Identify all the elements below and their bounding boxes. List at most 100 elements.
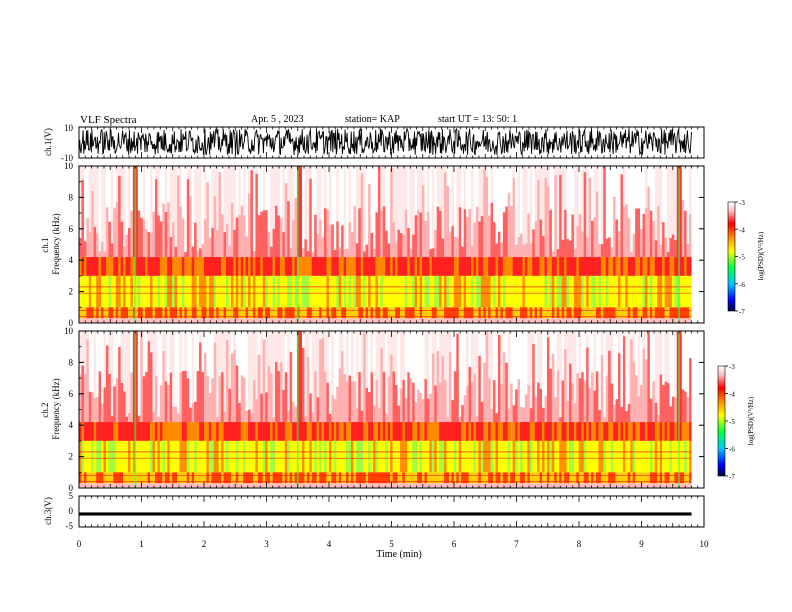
spectrogram-cell — [150, 472, 153, 484]
spectrogram-cell — [101, 318, 104, 323]
spectrogram-cell — [316, 422, 320, 441]
spectrogram-cell — [510, 166, 513, 206]
spectrogram-cell — [125, 422, 129, 441]
spectrogram-cell — [549, 209, 553, 258]
spectrogram-cell — [343, 275, 347, 308]
spectrogram-cell — [544, 257, 548, 276]
spectrogram-cell — [169, 331, 173, 373]
spectrogram-cell — [441, 307, 445, 319]
spectrogram-cell — [546, 483, 550, 488]
spectrogram-cell — [544, 472, 548, 484]
spectrogram-cell — [355, 331, 359, 409]
spectrogram-cell — [387, 483, 391, 488]
spectrogram-cell — [537, 472, 540, 484]
ch2-spectrogram-ylabel: ch.2 Frequency (kHz) — [40, 378, 61, 439]
spectrogram-cell — [409, 248, 413, 258]
spectrogram-cell — [341, 351, 344, 423]
spectrogram-cell — [603, 331, 607, 418]
spectrogram-cell — [250, 331, 254, 414]
plot-title: VLF Spectra — [80, 114, 137, 126]
spectrogram-cell — [522, 166, 526, 246]
spectrogram-cell — [520, 407, 523, 423]
spectrogram-cell — [221, 440, 224, 473]
spectrogram-cell — [262, 339, 266, 423]
spectrogram-cell — [669, 331, 673, 407]
spectrogram-cell — [605, 275, 609, 308]
spectrogram-cell — [622, 336, 626, 423]
spectrogram-cell — [137, 318, 141, 323]
ytick-label: 8 — [69, 192, 74, 202]
spectrogram-cell — [546, 337, 550, 423]
spectrogram-cell — [240, 331, 244, 376]
spectrogram-cell — [189, 196, 192, 258]
spectrogram-cell — [186, 440, 190, 473]
spectrogram-cell — [181, 257, 185, 276]
spectrogram-cell — [402, 440, 406, 473]
spectrogram-cell — [667, 440, 670, 473]
spectrogram-cell — [689, 275, 692, 308]
spectrogram-cell — [412, 483, 415, 488]
spectrogram-cell — [358, 422, 362, 441]
spectrogram-cell — [277, 331, 281, 371]
spectrogram-cell — [419, 275, 423, 308]
spectrogram-cell — [336, 483, 339, 488]
spectrogram-cell — [632, 422, 636, 441]
spectrogram-cell — [488, 318, 491, 323]
spectrogram-cell — [436, 440, 440, 473]
spectrogram-cell — [152, 275, 156, 308]
spectrogram-cell — [91, 318, 94, 323]
spectrogram-cell — [414, 318, 418, 323]
spectrogram-cell — [103, 483, 107, 488]
spectrogram-cell — [581, 257, 584, 276]
spectrogram-cell — [644, 440, 648, 473]
spectrogram-cell — [125, 257, 129, 276]
xtick-label: 0 — [77, 539, 82, 549]
spectrogram-cell — [152, 472, 156, 484]
spectrogram-cell — [375, 331, 379, 381]
spectrogram-cell — [674, 240, 678, 258]
spectrogram-cell — [113, 331, 117, 387]
spectrogram-cell — [250, 307, 254, 319]
spectrogram-cell — [620, 440, 624, 473]
spectrogram-cell — [91, 472, 94, 484]
spectrogram-cell — [301, 275, 305, 308]
spectrogram-cell — [186, 257, 190, 276]
spectrogram-cell — [475, 422, 479, 441]
spectrogram-cell — [500, 242, 504, 258]
spectrogram-cell — [520, 307, 523, 319]
spectrogram-cell — [622, 422, 626, 441]
spectrogram-cell — [338, 472, 342, 484]
spectrogram-cell — [510, 383, 513, 423]
spectrogram-cell — [605, 166, 609, 239]
spectrogram-cell — [667, 472, 670, 484]
spectrogram-cell — [196, 422, 200, 441]
spectrogram-cell — [625, 411, 629, 423]
spectrogram-cell — [392, 331, 396, 372]
spectrogram-cell — [292, 307, 295, 319]
spectrogram-cell — [524, 331, 528, 395]
spectrogram-cell — [488, 440, 491, 473]
spectrogram-cell — [142, 318, 146, 323]
spectrogram-cell — [586, 331, 589, 348]
spectrogram-cell — [282, 275, 286, 308]
spectrogram-cell — [610, 247, 614, 258]
spectrogram-cell — [385, 318, 388, 323]
spectrogram-cell — [659, 374, 663, 423]
spectrogram-cell — [622, 257, 626, 276]
spectrogram-cell — [336, 275, 339, 308]
spectrogram-cell — [395, 275, 398, 308]
spectrogram-cell — [539, 331, 543, 389]
spectrogram-cell — [213, 166, 217, 197]
ch1-ylabel-line2: Frequency (kHz) — [51, 213, 61, 274]
spectrogram-cell — [556, 166, 560, 250]
spectrogram-cell — [456, 275, 460, 308]
spectrogram-cell — [128, 422, 131, 441]
spectrogram-cell — [649, 440, 653, 473]
spectrogram-cell — [539, 307, 543, 319]
spectrogram-cell — [625, 318, 629, 323]
spectrogram-cell — [113, 257, 117, 276]
spectrogram-cell — [635, 307, 638, 319]
spectrogram-cell — [265, 275, 268, 308]
spectrogram-cell — [534, 221, 538, 258]
spectrogram-cell — [221, 472, 224, 484]
